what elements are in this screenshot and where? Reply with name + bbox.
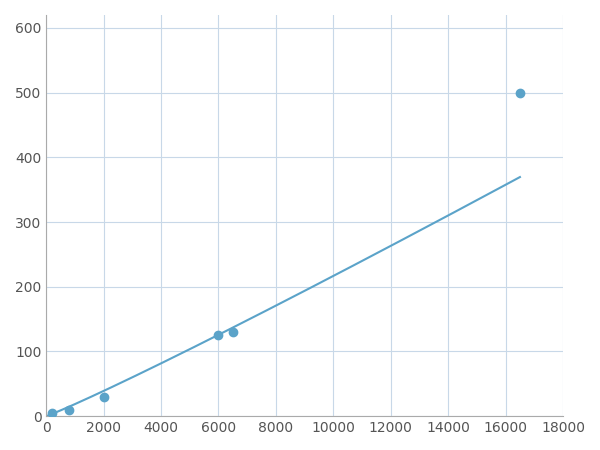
Point <box>99 393 109 400</box>
Point <box>214 332 223 339</box>
Point <box>515 89 525 96</box>
Point <box>47 410 57 417</box>
Point <box>228 328 238 336</box>
Point <box>64 406 74 413</box>
